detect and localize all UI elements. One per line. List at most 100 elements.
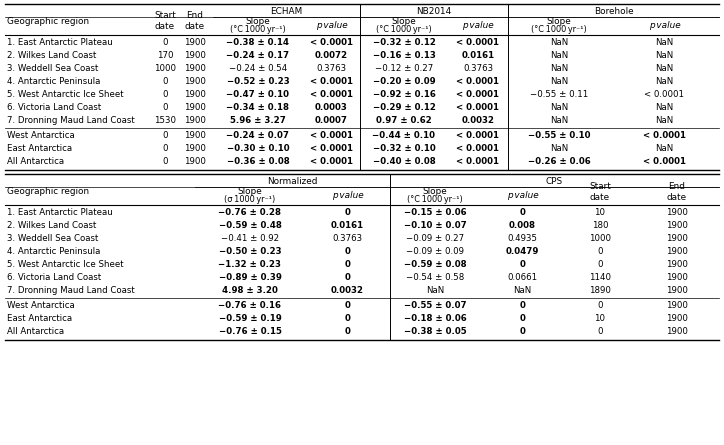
Text: −0.18 ± 0.06: −0.18 ± 0.06: [403, 314, 466, 324]
Text: −0.76 ± 0.15: −0.76 ± 0.15: [219, 328, 282, 336]
Text: (°C 1000 yr⁻¹): (°C 1000 yr⁻¹): [531, 24, 587, 33]
Text: −0.24 ± 0.54: −0.24 ± 0.54: [229, 64, 287, 73]
Text: 0: 0: [520, 301, 526, 310]
Text: 1900: 1900: [666, 208, 688, 217]
Text: Slope: Slope: [547, 17, 571, 27]
Text: Start
date: Start date: [589, 182, 611, 202]
Text: 1900: 1900: [666, 328, 688, 336]
Text: 0: 0: [162, 131, 168, 140]
Text: −0.40 ± 0.08: −0.40 ± 0.08: [373, 157, 435, 166]
Text: < 0.0001: < 0.0001: [457, 144, 500, 153]
Text: −0.89 ± 0.39: −0.89 ± 0.39: [219, 273, 282, 282]
Text: 0.0007: 0.0007: [315, 116, 348, 125]
Text: NaN: NaN: [426, 286, 444, 295]
Text: −0.29 ± 0.12: −0.29 ± 0.12: [373, 103, 435, 112]
Text: 0.0479: 0.0479: [506, 247, 539, 256]
Text: −0.24 ± 0.17: −0.24 ± 0.17: [227, 51, 290, 61]
Text: −0.55 ± 0.10: −0.55 ± 0.10: [528, 131, 590, 140]
Text: 1890: 1890: [589, 286, 611, 295]
Text: Geographic region: Geographic region: [7, 186, 89, 195]
Text: 1900: 1900: [184, 116, 206, 125]
Text: 0: 0: [520, 328, 526, 336]
Text: 2. Wilkes Land Coast: 2. Wilkes Land Coast: [7, 51, 96, 61]
Text: 0.3763: 0.3763: [463, 64, 493, 73]
Text: −0.92 ± 0.16: −0.92 ± 0.16: [373, 90, 435, 99]
Text: 0: 0: [597, 301, 603, 310]
Text: NaN: NaN: [550, 144, 568, 153]
Text: 0: 0: [345, 314, 350, 324]
Text: 1900: 1900: [184, 131, 206, 140]
Text: 0.3763: 0.3763: [316, 64, 347, 73]
Text: (°C 1000 yr⁻¹): (°C 1000 yr⁻¹): [230, 24, 286, 33]
Text: −0.44 ± 0.10: −0.44 ± 0.10: [373, 131, 436, 140]
Text: −0.59 ± 0.08: −0.59 ± 0.08: [404, 260, 466, 269]
Text: p value: p value: [507, 190, 539, 199]
Text: 1900: 1900: [666, 301, 688, 310]
Text: 10: 10: [594, 208, 605, 217]
Text: −1.32 ± 0.23: −1.32 ± 0.23: [219, 260, 282, 269]
Text: Geographic region: Geographic region: [7, 16, 89, 25]
Text: ECHAM: ECHAM: [270, 7, 303, 16]
Text: 0: 0: [345, 301, 350, 310]
Text: 6. Victoria Land Coast: 6. Victoria Land Coast: [7, 273, 101, 282]
Text: 4. Antarctic Peninsula: 4. Antarctic Peninsula: [7, 247, 101, 256]
Text: 5.96 ± 3.27: 5.96 ± 3.27: [230, 116, 286, 125]
Text: 0.0661: 0.0661: [508, 273, 537, 282]
Text: End
date: End date: [667, 182, 687, 202]
Text: −0.47 ± 0.10: −0.47 ± 0.10: [227, 90, 290, 99]
Text: NB2014: NB2014: [416, 7, 452, 16]
Text: p value: p value: [462, 21, 494, 31]
Text: 3. Weddell Sea Coast: 3. Weddell Sea Coast: [7, 64, 98, 73]
Text: 1140: 1140: [589, 273, 611, 282]
Text: −0.32 ± 0.10: −0.32 ± 0.10: [373, 144, 435, 153]
Text: 0: 0: [520, 314, 526, 324]
Text: 0: 0: [162, 103, 168, 112]
Text: 1900: 1900: [184, 144, 206, 153]
Text: 1000: 1000: [154, 64, 176, 73]
Text: −0.76 ± 0.28: −0.76 ± 0.28: [219, 208, 282, 217]
Text: 1900: 1900: [184, 103, 206, 112]
Text: NaN: NaN: [550, 77, 568, 86]
Text: 1900: 1900: [184, 64, 206, 73]
Text: NaN: NaN: [550, 116, 568, 125]
Text: 0.0072: 0.0072: [315, 51, 348, 61]
Text: p value: p value: [316, 21, 348, 31]
Text: 0: 0: [345, 273, 350, 282]
Text: 1900: 1900: [184, 90, 206, 99]
Text: All Antarctica: All Antarctica: [7, 328, 64, 336]
Text: −0.09 ± 0.27: −0.09 ± 0.27: [406, 235, 464, 243]
Text: 0: 0: [520, 208, 526, 217]
Text: 1. East Antarctic Plateau: 1. East Antarctic Plateau: [7, 38, 113, 47]
Text: < 0.0001: < 0.0001: [457, 131, 500, 140]
Text: < 0.0001: < 0.0001: [310, 157, 353, 166]
Text: 0: 0: [162, 144, 168, 153]
Text: −0.59 ± 0.48: −0.59 ± 0.48: [219, 221, 282, 231]
Text: −0.38 ± 0.14: −0.38 ± 0.14: [227, 38, 290, 47]
Text: NaN: NaN: [655, 51, 673, 61]
Text: 1000: 1000: [589, 235, 611, 243]
Text: 7. Dronning Maud Land Coast: 7. Dronning Maud Land Coast: [7, 116, 135, 125]
Text: 0.97 ± 0.62: 0.97 ± 0.62: [376, 116, 432, 125]
Text: 1900: 1900: [666, 235, 688, 243]
Text: CPS: CPS: [546, 177, 563, 186]
Text: NaN: NaN: [513, 286, 531, 295]
Text: −0.55 ± 0.07: −0.55 ± 0.07: [404, 301, 466, 310]
Text: −0.76 ± 0.16: −0.76 ± 0.16: [219, 301, 282, 310]
Text: 0: 0: [597, 260, 603, 269]
Text: (°C 1000 yr⁻¹): (°C 1000 yr⁻¹): [407, 194, 463, 203]
Text: −0.15 ± 0.06: −0.15 ± 0.06: [404, 208, 466, 217]
Text: 1900: 1900: [666, 221, 688, 231]
Text: −0.55 ± 0.11: −0.55 ± 0.11: [530, 90, 588, 99]
Text: < 0.0001: < 0.0001: [310, 144, 353, 153]
Text: All Antarctica: All Antarctica: [7, 157, 64, 166]
Text: 4. Antarctic Peninsula: 4. Antarctic Peninsula: [7, 77, 101, 86]
Text: −0.52 ± 0.23: −0.52 ± 0.23: [227, 77, 290, 86]
Text: East Antarctica: East Antarctica: [7, 314, 72, 324]
Text: 3. Weddell Sea Coast: 3. Weddell Sea Coast: [7, 235, 98, 243]
Text: 0: 0: [345, 260, 350, 269]
Text: 5. West Antarctic Ice Sheet: 5. West Antarctic Ice Sheet: [7, 90, 124, 99]
Text: Slope: Slope: [423, 187, 447, 197]
Text: East Antarctica: East Antarctica: [7, 144, 72, 153]
Text: NaN: NaN: [655, 77, 673, 86]
Text: 0: 0: [520, 260, 526, 269]
